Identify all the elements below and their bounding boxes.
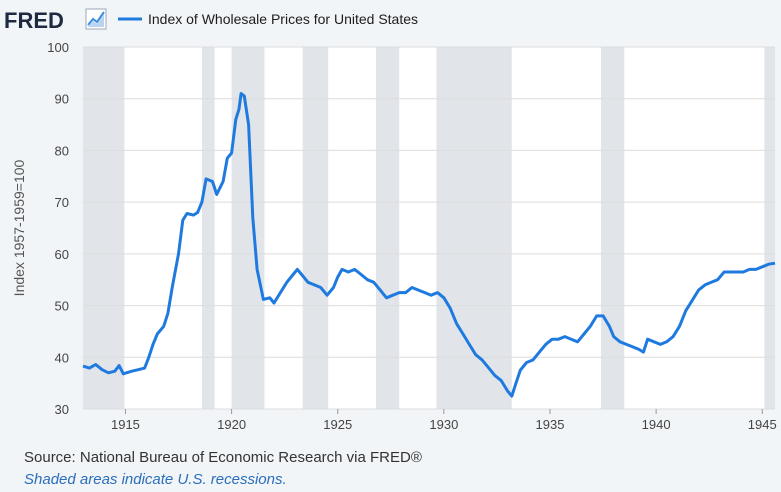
- y-tick-label: 60: [55, 247, 69, 262]
- y-tick-label: 80: [55, 143, 69, 158]
- trend-line-icon: [85, 8, 107, 30]
- x-axis: 1915 1920 1925 1930 1935 1940 1945: [111, 409, 777, 432]
- recession-band-8: [764, 47, 775, 409]
- x-tick-label: 1935: [536, 417, 565, 432]
- plot-area: [83, 47, 775, 409]
- legend-label: Index of Wholesale Prices for United Sta…: [148, 11, 418, 27]
- recession-band-1: [83, 47, 125, 409]
- y-axis: 30 40 50 60 70 80 90 100: [47, 40, 69, 417]
- y-tick-label: 30: [55, 402, 69, 417]
- x-tick-label: 1915: [111, 417, 140, 432]
- gridlines: [83, 46, 775, 410]
- recession-band-6: [436, 47, 512, 409]
- y-tick-label: 50: [55, 299, 69, 314]
- chart: FRED Index of Wholesale Prices for Unite…: [4, 8, 777, 432]
- recession-band-3: [231, 47, 265, 409]
- x-tick-label: 1920: [217, 417, 246, 432]
- recession-band-2: [201, 47, 215, 409]
- fred-logo[interactable]: FRED: [4, 8, 107, 33]
- series-line: [82, 92, 776, 398]
- legend: Index of Wholesale Prices for United Sta…: [118, 11, 418, 27]
- recession-shading: [83, 47, 775, 409]
- y-axis-label: Index 1957-1959=100: [11, 159, 27, 296]
- y-tick-label: 70: [55, 195, 69, 210]
- source-text: Source: National Bureau of Economic Rese…: [24, 449, 422, 466]
- fred-logo-text: FRED: [4, 8, 64, 33]
- x-tick-label: 1925: [323, 417, 352, 432]
- y-tick-label: 100: [47, 40, 69, 55]
- recession-band-7: [600, 47, 625, 409]
- x-tick-label: 1930: [429, 417, 458, 432]
- x-tick-label: 1945: [748, 417, 777, 432]
- recession-note: Shaded areas indicate U.S. recessions.: [24, 471, 287, 488]
- x-tick-label: 1940: [642, 417, 671, 432]
- y-tick-label: 90: [55, 92, 69, 107]
- recession-band-5: [375, 47, 400, 409]
- recession-band-4: [302, 47, 329, 409]
- y-tick-label: 40: [55, 350, 69, 365]
